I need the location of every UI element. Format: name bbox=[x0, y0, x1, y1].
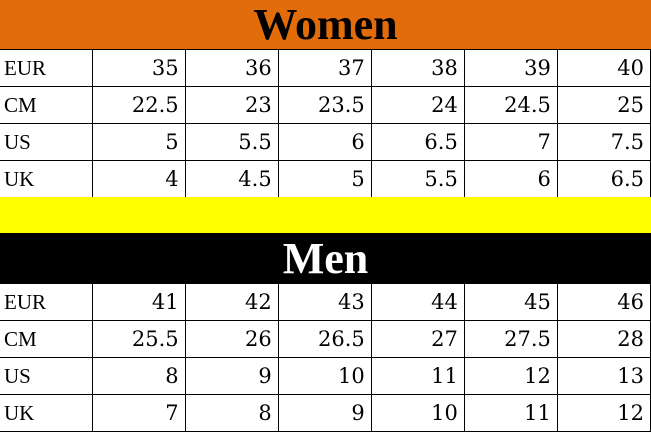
size-cell: 25.5 bbox=[91, 320, 186, 358]
row-label: CM bbox=[0, 320, 93, 358]
size-cell: 26.5 bbox=[277, 320, 372, 358]
row-label: US bbox=[0, 123, 93, 161]
row-label: EUR bbox=[0, 49, 93, 87]
size-row-us: US 5 5.5 6 6.5 7 7.5 bbox=[0, 123, 651, 161]
size-cell: 6 bbox=[463, 160, 558, 198]
size-cell: 12 bbox=[463, 357, 558, 395]
size-row-cm: CM 25.5 26 26.5 27 27.5 28 bbox=[0, 320, 651, 358]
size-cell: 5.5 bbox=[184, 123, 279, 161]
size-cell: 22.5 bbox=[91, 86, 186, 124]
size-cell: 46 bbox=[556, 283, 651, 321]
size-cell: 24.5 bbox=[463, 86, 558, 124]
women-title: Women bbox=[253, 0, 398, 49]
size-cell: 11 bbox=[370, 357, 465, 395]
size-cell: 44 bbox=[370, 283, 465, 321]
row-label: UK bbox=[0, 160, 93, 198]
size-cell: 8 bbox=[184, 394, 279, 432]
size-cell: 45 bbox=[463, 283, 558, 321]
men-size-table: EUR 41 42 43 44 45 46 CM 25.5 26 26.5 27 27.5 28 US 8 9 1… bbox=[0, 283, 651, 432]
size-cell: 4.5 bbox=[184, 160, 279, 198]
size-cell: 4 bbox=[91, 160, 186, 198]
size-row-us: US 8 9 10 11 12 13 bbox=[0, 357, 651, 395]
size-cell: 28 bbox=[556, 320, 651, 358]
row-label: US bbox=[0, 357, 93, 395]
size-cell: 37 bbox=[277, 49, 372, 87]
size-cell: 39 bbox=[463, 49, 558, 87]
size-row-uk: UK 7 8 9 10 11 12 bbox=[0, 394, 651, 432]
size-cell: 7 bbox=[463, 123, 558, 161]
size-cell: 23.5 bbox=[277, 86, 372, 124]
size-cell: 41 bbox=[91, 283, 186, 321]
size-cell: 5 bbox=[91, 123, 186, 161]
men-banner: Men bbox=[0, 233, 651, 283]
size-cell: 40 bbox=[556, 49, 651, 87]
spacer-bar bbox=[0, 197, 651, 233]
size-cell: 26 bbox=[184, 320, 279, 358]
size-cell: 25 bbox=[556, 86, 651, 124]
size-row-eur: EUR 35 36 37 38 39 40 bbox=[0, 49, 651, 87]
size-cell: 7.5 bbox=[556, 123, 651, 161]
size-cell: 13 bbox=[556, 357, 651, 395]
row-label: CM bbox=[0, 86, 93, 124]
size-cell: 6 bbox=[277, 123, 372, 161]
women-banner: Women bbox=[0, 0, 651, 49]
size-cell: 7 bbox=[91, 394, 186, 432]
size-cell: 10 bbox=[370, 394, 465, 432]
size-cell: 12 bbox=[556, 394, 651, 432]
size-row-uk: UK 4 4.5 5 5.5 6 6.5 bbox=[0, 160, 651, 198]
size-cell: 43 bbox=[277, 283, 372, 321]
size-cell: 38 bbox=[370, 49, 465, 87]
size-cell: 5.5 bbox=[370, 160, 465, 198]
size-cell: 5 bbox=[277, 160, 372, 198]
size-cell: 9 bbox=[184, 357, 279, 395]
size-row-eur: EUR 41 42 43 44 45 46 bbox=[0, 283, 651, 321]
size-cell: 23 bbox=[184, 86, 279, 124]
size-cell: 6.5 bbox=[370, 123, 465, 161]
size-cell: 8 bbox=[91, 357, 186, 395]
size-cell: 6.5 bbox=[556, 160, 651, 198]
row-label: UK bbox=[0, 394, 93, 432]
women-size-table: EUR 35 36 37 38 39 40 CM 22.5 23 23.5 24 24.5 25 US 5 5.… bbox=[0, 49, 651, 198]
size-cell: 9 bbox=[277, 394, 372, 432]
size-cell: 42 bbox=[184, 283, 279, 321]
size-cell: 35 bbox=[91, 49, 186, 87]
size-cell: 36 bbox=[184, 49, 279, 87]
men-title: Men bbox=[282, 233, 369, 283]
row-label: EUR bbox=[0, 283, 93, 321]
size-row-cm: CM 22.5 23 23.5 24 24.5 25 bbox=[0, 86, 651, 124]
size-cell: 27.5 bbox=[463, 320, 558, 358]
size-cell: 24 bbox=[370, 86, 465, 124]
size-cell: 10 bbox=[277, 357, 372, 395]
size-cell: 27 bbox=[370, 320, 465, 358]
size-cell: 11 bbox=[463, 394, 558, 432]
